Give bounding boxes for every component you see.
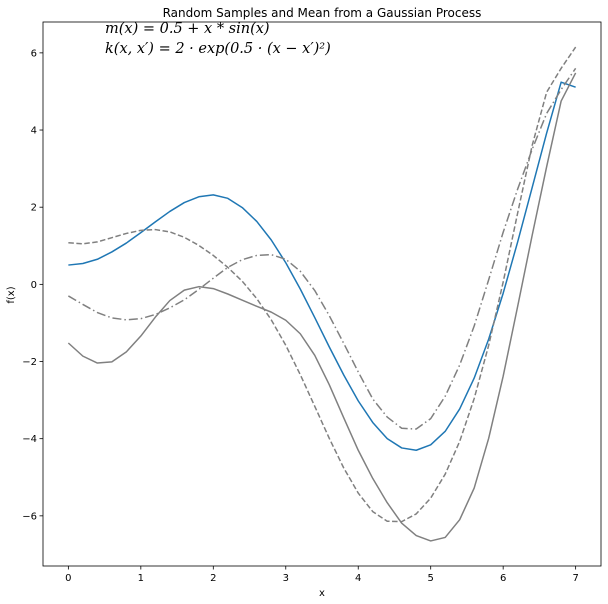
y-tick-label: 4 (31, 126, 37, 137)
x-tick-label: 3 (283, 573, 289, 584)
sample-line-1 (67, 72, 577, 542)
x-tick-label: 5 (428, 573, 434, 584)
x-tick-label: 0 (65, 573, 71, 584)
y-tick-label: 6 (31, 48, 37, 59)
sample-line-2 (68, 46, 577, 523)
axis-ticks: 0 1 2 3 4 5 6 7 −6 −4 −2 0 2 4 6 (22, 48, 579, 584)
x-tick-label: 2 (210, 573, 216, 584)
x-axis-label: x (319, 588, 325, 599)
x-tick-label: 6 (500, 573, 506, 584)
x-tick-label: 1 (138, 573, 144, 584)
y-tick-label: −6 (22, 511, 37, 522)
y-axis-label: f(x) (6, 286, 17, 303)
y-tick-label: −4 (22, 434, 37, 445)
chart-title: Random Samples and Mean from a Gaussian … (163, 6, 482, 20)
sample-line-3 (67, 67, 577, 430)
kernel-function-annotation: k(x, x′) = 2 · exp(0.5 · (x − x′)²) (105, 41, 331, 57)
plot-frame (42, 21, 602, 567)
y-tick-label: −2 (22, 357, 37, 368)
y-tick-label: 2 (31, 203, 37, 214)
y-tick-label: 0 (31, 280, 37, 291)
plot-area (67, 46, 577, 542)
x-tick-label: 4 (355, 573, 361, 584)
x-tick-label: 7 (572, 573, 578, 584)
mean-function-annotation: m(x) = 0.5 + x * sin(x) (105, 21, 270, 37)
